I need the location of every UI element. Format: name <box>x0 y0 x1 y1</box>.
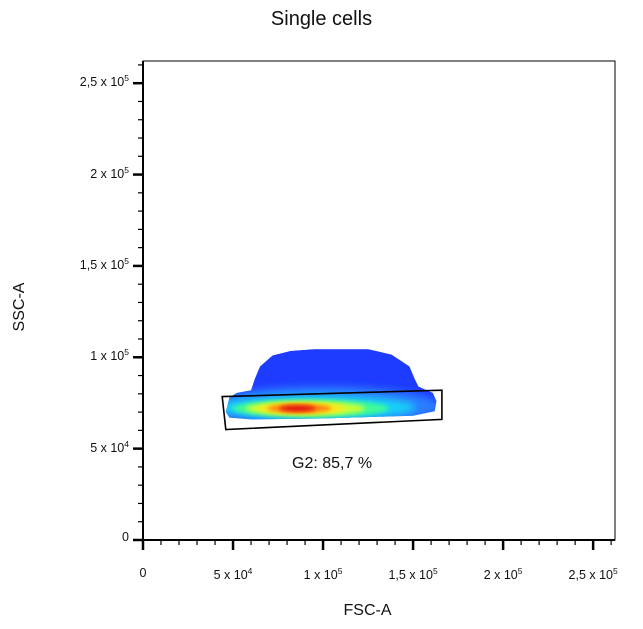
x-tick-label: 2,5 x 105 <box>543 566 643 582</box>
x-tick-label: 0 <box>93 566 193 580</box>
gate-label-g2: G2: 85,7 % <box>232 455 432 473</box>
y-tick-label: 5 x 104 <box>90 439 129 455</box>
x-tick-label: 1 x 105 <box>273 566 373 582</box>
x-tick-label: 2 x 105 <box>453 566 553 582</box>
x-tick-label: 5 x 104 <box>183 566 283 582</box>
density-plot <box>205 349 441 427</box>
y-axis-label: SSC-A <box>11 277 29 337</box>
y-tick-label: 1 x 105 <box>90 347 129 363</box>
y-tick-label: 0 <box>122 530 129 544</box>
x-axis-label: FSC-A <box>0 602 643 620</box>
density-peak <box>279 405 315 411</box>
y-tick-label: 2,5 x 105 <box>80 73 129 89</box>
chart-title: Single cells <box>0 8 643 31</box>
x-tick-label: 1,5 x 105 <box>363 566 463 582</box>
y-tick-label: 1,5 x 105 <box>80 256 129 272</box>
y-tick-label: 2 x 105 <box>90 165 129 181</box>
